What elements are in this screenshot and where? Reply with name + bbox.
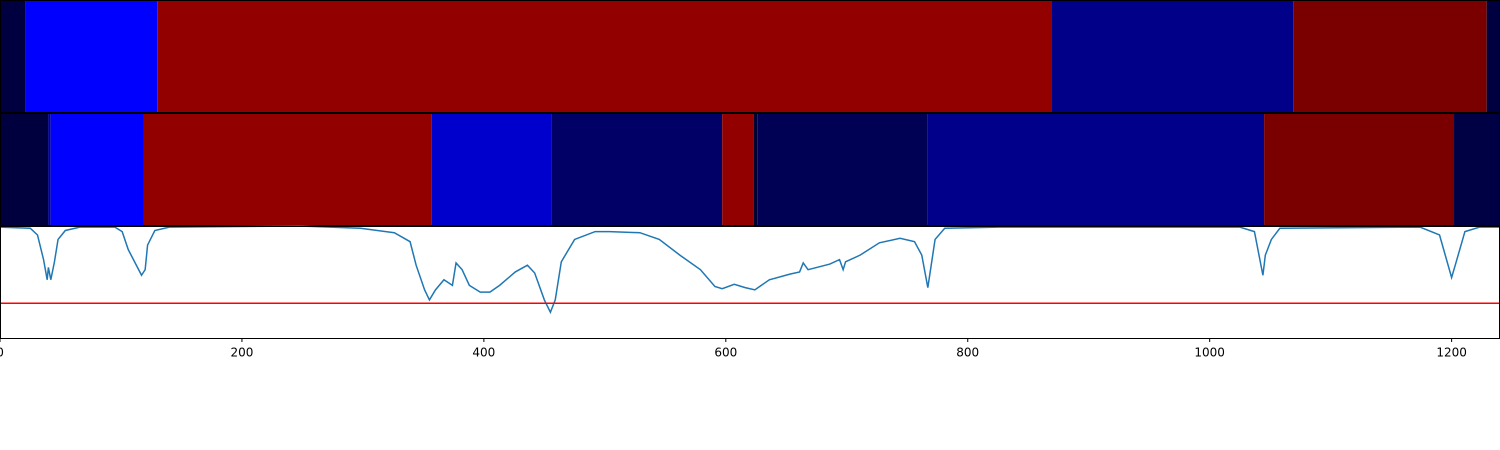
line <box>0 225 1500 315</box>
segment <box>25 0 158 112</box>
segment <box>757 113 928 225</box>
x-tick-label: 0 <box>0 346 4 360</box>
x-tick-label: 1000 <box>1194 346 1225 360</box>
segment <box>1264 113 1455 225</box>
segment <box>1486 0 1500 112</box>
segment <box>157 0 1052 112</box>
segment <box>1454 113 1500 225</box>
segment <box>48 113 51 225</box>
segment <box>753 113 758 225</box>
x-tick-label: 800 <box>956 346 979 360</box>
x-tick-label: 600 <box>714 346 737 360</box>
panel-frame <box>0 226 1500 339</box>
segment <box>927 113 1265 225</box>
x-tick-label: 1200 <box>1436 346 1467 360</box>
segment <box>1051 0 1294 112</box>
segment <box>1293 0 1487 112</box>
segment <box>722 113 754 225</box>
segment <box>551 113 723 225</box>
segment <box>143 113 432 225</box>
segment <box>431 113 552 225</box>
x-tick-label: 400 <box>472 346 495 360</box>
segment <box>0 113 49 225</box>
segment <box>0 0 26 112</box>
segment <box>50 113 144 225</box>
x-tick-label: 200 <box>230 346 253 360</box>
